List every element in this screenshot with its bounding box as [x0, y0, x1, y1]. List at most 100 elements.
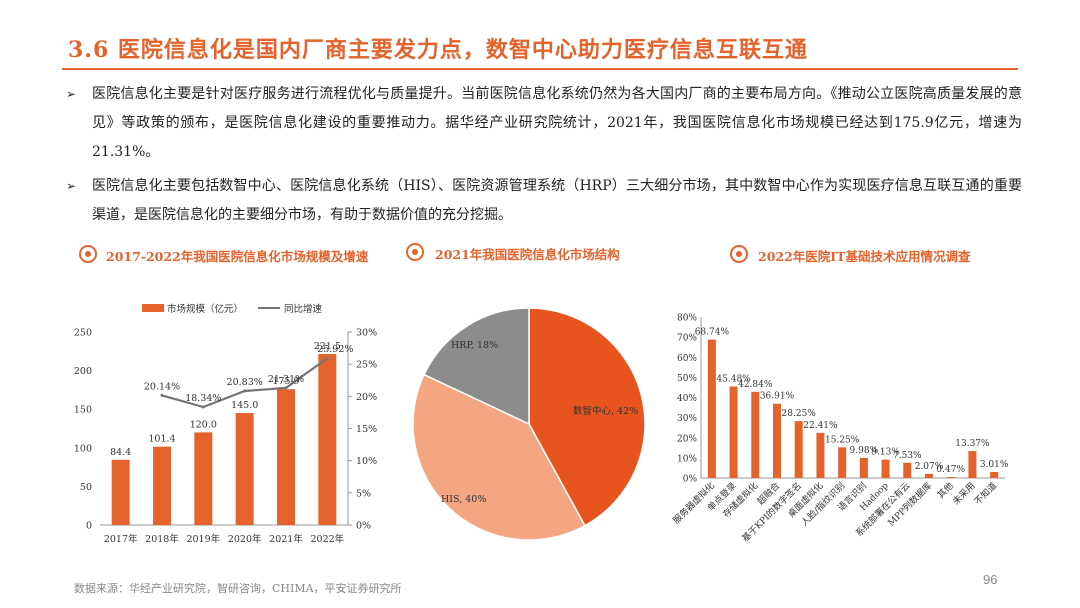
- bar-survey: [773, 403, 781, 478]
- x-tick-year: 2020年: [228, 533, 262, 545]
- growth-rate-point: [160, 393, 164, 397]
- y-tick: 10%: [677, 454, 697, 464]
- it-survey-chart: 0%10%20%30%40%50%60%70%80%服务器虚拟化单点登录存储虚拟…: [670, 314, 1009, 545]
- y-tick-right: 10%: [356, 456, 377, 467]
- y-tick-left: 150: [74, 405, 92, 416]
- y-tick: 60%: [677, 354, 697, 364]
- bar-survey: [990, 471, 999, 478]
- bullet-text-2: 医院信息化主要包括数智中心、医院信息化系统（HIS）、医院资源管理系统（HRP）…: [92, 178, 1022, 223]
- bar-survey: [794, 421, 803, 478]
- pie-slice-label: HIS, 40%: [441, 494, 486, 505]
- section-title-market-size: 2017-2022年我国医院信息化市场规模及增速: [106, 249, 369, 264]
- bar-value-label: 145.0: [231, 400, 258, 411]
- y-tick-right: 15%: [356, 424, 377, 435]
- pie-slice: [423, 307, 530, 426]
- bar-value-label: 7.53%: [893, 451, 922, 461]
- x-tick-category: 未采用: [950, 480, 978, 508]
- bar-value-label: 221.5: [314, 341, 341, 352]
- bar-survey: [968, 451, 977, 478]
- bar-value-label: 13.37%: [955, 439, 990, 449]
- x-tick-year: 2021年: [269, 533, 303, 545]
- y-tick: 30%: [677, 414, 697, 424]
- bar-value-label: 3.01%: [980, 460, 1009, 470]
- y-tick: 80%: [677, 314, 697, 324]
- bar-market-size: [318, 354, 337, 525]
- bullet-paragraph-2: ➢ 医院信息化主要包括数智中心、医院信息化系统（HIS）、医院资源管理系统（HR…: [66, 172, 1026, 232]
- x-tick-year: 2019年: [186, 533, 220, 545]
- bar-survey: [838, 447, 847, 478]
- y-tick-right: 5%: [356, 488, 371, 499]
- section-title-market-structure: 2021年我国医院信息化市场结构: [435, 247, 620, 262]
- y-tick-left: 50: [80, 482, 92, 493]
- bar-survey: [729, 386, 738, 478]
- x-tick-category: 不知道: [972, 480, 1000, 508]
- bar-value-label: 0.47%: [936, 465, 965, 475]
- growth-rate-point: [243, 389, 247, 393]
- section-title-it-survey: 2022年医院IT基础技术应用情况调查: [758, 249, 971, 264]
- bar-market-size: [235, 413, 254, 525]
- legend-swatch-market-size: [142, 304, 164, 312]
- pie-slice-label: 数智中心, 42%: [573, 405, 638, 417]
- y-tick-left: 200: [74, 366, 92, 377]
- bar-survey: [903, 462, 912, 478]
- bar-value-label: 68.74%: [695, 328, 730, 338]
- bar-survey: [707, 339, 716, 478]
- y-tick-left: 250: [74, 328, 92, 339]
- bar-survey: [816, 432, 825, 478]
- bar-survey: [751, 391, 760, 478]
- bar-survey: [859, 457, 868, 478]
- growth-value-label: 20.14%: [144, 381, 180, 392]
- growth-rate-point: [284, 386, 288, 390]
- bar-market-size: [194, 432, 213, 525]
- page-number: 96: [983, 572, 998, 587]
- data-source-note: 数据来源：华经产业研究院，智研咨询，CHIMA，平安证券研究所: [74, 582, 402, 595]
- y-tick: 20%: [677, 434, 697, 444]
- bar-market-size: [153, 446, 171, 525]
- arrow-bullet-icon: ➢: [66, 179, 77, 193]
- market-size-chart: 市场规模（亿元） 同比增速 0 50 100 150 200 250 0% 5% 10% 15% 20…: [74, 303, 377, 545]
- bar-value-label: 15.25%: [825, 435, 860, 445]
- bar-survey: [881, 459, 890, 478]
- bullet-text-1: 医院信息化主要是针对医疗服务进行流程优化与质量提升。当前医院信息化系统仍然为各大…: [92, 86, 1022, 160]
- bar-value-label: 22.41%: [803, 421, 838, 431]
- legend-label-growth: 同比增速: [284, 303, 323, 315]
- x-tick-year: 2017年: [104, 533, 138, 545]
- growth-value-label: 20.83%: [227, 377, 263, 388]
- bar-value-label: 28.25%: [782, 409, 817, 419]
- y-tick-right: 0%: [356, 521, 371, 532]
- bar-market-size: [277, 389, 295, 525]
- x-tick-year: 2018年: [145, 533, 179, 545]
- market-structure-pie: 数智中心, 42% HIS, 40% HRP, 18%: [412, 307, 646, 541]
- bar-value-label: 45.48%: [716, 374, 751, 384]
- bar-market-size: [111, 459, 130, 525]
- bar-value-label: 9.98%: [850, 446, 879, 456]
- y-tick: 0%: [683, 475, 698, 485]
- arrow-bullet-icon: ➢: [66, 87, 77, 101]
- bar-value-label: 101.4: [148, 434, 175, 445]
- target-icon: [79, 245, 97, 263]
- bar-value-label: 42.84%: [738, 380, 773, 390]
- growth-value-label: 21.31%: [268, 374, 304, 385]
- pie-slice: [412, 373, 586, 541]
- bar-value-label: 36.91%: [760, 392, 795, 402]
- bar-value-label: 9.13%: [871, 448, 900, 458]
- y-tick-right: 20%: [356, 392, 377, 403]
- target-icon: [406, 243, 424, 261]
- y-tick-left: 0: [86, 521, 92, 532]
- growth-value-label: 18.34%: [185, 393, 221, 404]
- title-divider: [62, 68, 1018, 70]
- y-tick-left: 100: [74, 443, 92, 454]
- growth-value-label: 25.92%: [317, 344, 353, 355]
- bar-value-label: 120.0: [190, 419, 217, 430]
- pie-slice-label: HRP, 18%: [451, 340, 498, 351]
- legend-label-market-size: 市场规模（亿元）: [167, 303, 243, 315]
- y-tick-right: 25%: [356, 360, 377, 371]
- x-tick-year: 2022年: [310, 533, 344, 545]
- bar-value-label: 175.9: [272, 376, 299, 387]
- bullet-paragraph-1: ➢ 医院信息化主要是针对医疗服务进行流程优化与质量提升。当前医院信息化系统仍然为…: [66, 80, 1026, 170]
- y-tick: 50%: [677, 374, 697, 384]
- target-icon: [730, 245, 748, 263]
- y-tick: 40%: [677, 394, 697, 404]
- bar-survey: [925, 473, 933, 478]
- y-tick-right: 30%: [356, 328, 377, 339]
